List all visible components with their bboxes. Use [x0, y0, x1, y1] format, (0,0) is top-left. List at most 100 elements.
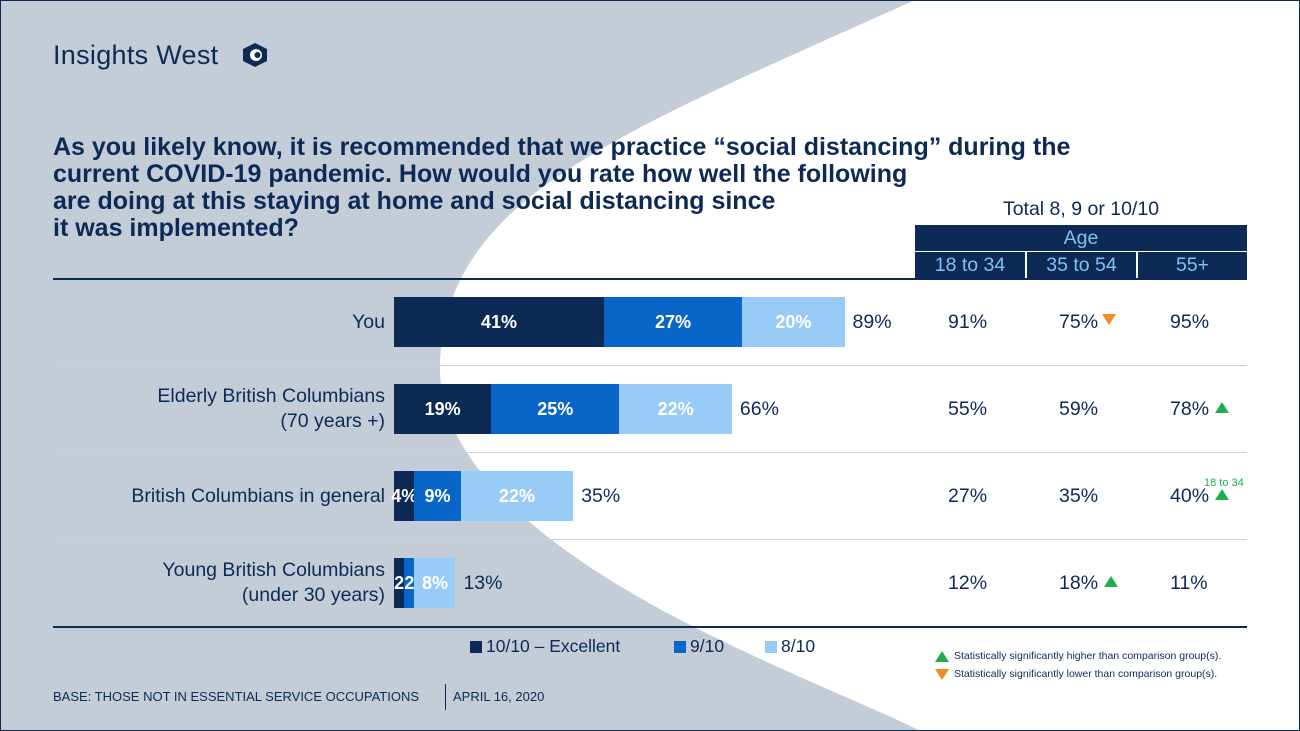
age-cell-value: 75% [1059, 311, 1099, 333]
age-cell-value: 27% [948, 485, 988, 507]
bar-value-label: 20% [775, 311, 812, 332]
bar-total-label: 89% [852, 311, 892, 333]
eye-logo-icon [243, 43, 267, 67]
bar-segment: 41% [394, 297, 604, 347]
category-label-line: (under 30 years) [241, 584, 385, 606]
category-label: Elderly British Columbians (70 years +) [157, 384, 385, 434]
age-cell: 40% [1170, 485, 1230, 508]
bar-segment: 2 [404, 558, 415, 608]
header-divider [915, 251, 1247, 252]
legend-swatch [470, 640, 482, 653]
age-cell-value: 78% [1170, 398, 1210, 420]
category-label: British Columbians in general [131, 484, 385, 509]
down-triangle-icon [1102, 314, 1117, 325]
category-label-line: You [352, 310, 385, 333]
sig-comparison-note: 18 to 34 [1204, 477, 1244, 489]
brand-name: Insights West [53, 40, 219, 70]
age-cell: 27% [948, 485, 987, 508]
sig-lower-note: Statistically significantly lower than c… [935, 668, 1217, 680]
category-label: Young British Columbians (under 30 years) [162, 558, 385, 608]
age-cell-value: 40% [1170, 485, 1210, 507]
total-header: Total 8, 9 or 10/10 [1002, 198, 1160, 220]
legend-label: 10/10 – Excellent [486, 636, 621, 656]
question-title: As you likely know, it is recommended th… [53, 134, 1173, 242]
bar-value-label: 41% [480, 311, 517, 332]
age-cell-value: 12% [948, 572, 988, 594]
bar-segment: 27% [603, 297, 743, 347]
age-cell: 59% [1059, 398, 1098, 421]
up-triangle-icon [1215, 402, 1230, 413]
age-cell: 55% [948, 398, 987, 421]
sig-higher-text: Statistically significantly higher than … [954, 650, 1222, 662]
legend-swatch [765, 640, 777, 653]
bar-total-label: 13% [463, 572, 503, 594]
question-line: As you likely know, it is recommended th… [53, 133, 1071, 161]
age-cell-value: 18% [1059, 572, 1099, 594]
question-line: current COVID-19 pandemic. How would you… [53, 160, 908, 188]
age-cell-value: 91% [948, 311, 988, 333]
header-divider [1136, 252, 1138, 279]
age-cell-value: 95% [1170, 311, 1210, 333]
age-cell: 78% [1170, 398, 1230, 421]
bar-value-label: 2 [404, 572, 415, 593]
question-line: are doing at this staying at home and so… [53, 187, 776, 215]
up-triangle-icon [1215, 489, 1230, 500]
bar-segment: 8% [414, 558, 456, 608]
age-col-55-plus: 55+ [1138, 252, 1247, 279]
legend-label: 8/10 [781, 636, 816, 656]
bar-value-label: 27% [655, 311, 692, 332]
age-cell-value: 35% [1059, 485, 1099, 507]
row-separator [53, 452, 1247, 453]
up-triangle-icon [1104, 576, 1119, 587]
age-cell: 11% [1170, 572, 1208, 595]
legend-label: 9/10 [690, 636, 725, 656]
footer-base: BASE: THOSE NOT IN ESSENTIAL SERVICE OCC… [53, 689, 420, 704]
age-col-35-54: 35 to 54 [1027, 252, 1136, 279]
bar-value-label: 25% [537, 398, 574, 419]
table-bottom-rule [53, 626, 1247, 628]
age-cell-value: 55% [948, 398, 988, 420]
category-label-line: Elderly British Columbians [157, 385, 385, 407]
bar-segment: 22% [460, 471, 574, 521]
header-divider [1025, 252, 1027, 279]
age-cell-value: 11% [1170, 572, 1208, 594]
age-cell: 12% [948, 572, 987, 595]
legend-item: 9/10 [674, 636, 724, 657]
age-cell: 18% [1059, 572, 1119, 595]
bar-segment: 9% [414, 471, 461, 521]
age-col-18-34: 18 to 34 [915, 252, 1025, 279]
age-cell: 91% [948, 311, 987, 334]
bar-total-label: 35% [581, 485, 621, 507]
bar-value-label: 8% [421, 572, 448, 593]
bar-segment: 19% [394, 384, 492, 434]
legend-item: 10/10 – Excellent [470, 636, 620, 657]
bar-value-label: 2 [394, 572, 405, 593]
bar-segment: 22% [619, 384, 732, 434]
down-triangle-icon [935, 668, 949, 680]
age-cell: 75% [1059, 311, 1117, 334]
up-triangle-icon [935, 650, 949, 662]
bar-segment: 4% [391, 471, 417, 521]
bar-segment: 2 [394, 558, 405, 608]
question-line: it was implemented? [53, 214, 299, 242]
age-cell-value: 59% [1059, 398, 1099, 420]
bar-total-label: 66% [739, 398, 779, 420]
table-top-rule [53, 278, 1247, 280]
sig-higher-note: Statistically significantly higher than … [935, 650, 1221, 662]
category-label-line: Young British Columbians [162, 559, 385, 581]
legend-swatch [674, 640, 686, 653]
bar-value-label: 9% [424, 485, 451, 506]
legend-item: 8/10 [765, 636, 815, 657]
category-label: You [352, 310, 385, 335]
footer-date: APRIL 16, 2020 [453, 689, 545, 704]
age-cell: 95% [1170, 311, 1209, 334]
row-separator [53, 539, 1247, 540]
bar-value-label: 19% [424, 398, 461, 419]
sig-lower-text: Statistically significantly lower than c… [954, 668, 1218, 680]
bar-segment: 25% [491, 384, 620, 434]
bar-segment: 20% [742, 297, 845, 347]
row-separator [53, 365, 1247, 366]
age-header: Age [915, 225, 1247, 251]
category-label-line: (70 years +) [280, 410, 385, 432]
footer-divider [445, 684, 446, 710]
